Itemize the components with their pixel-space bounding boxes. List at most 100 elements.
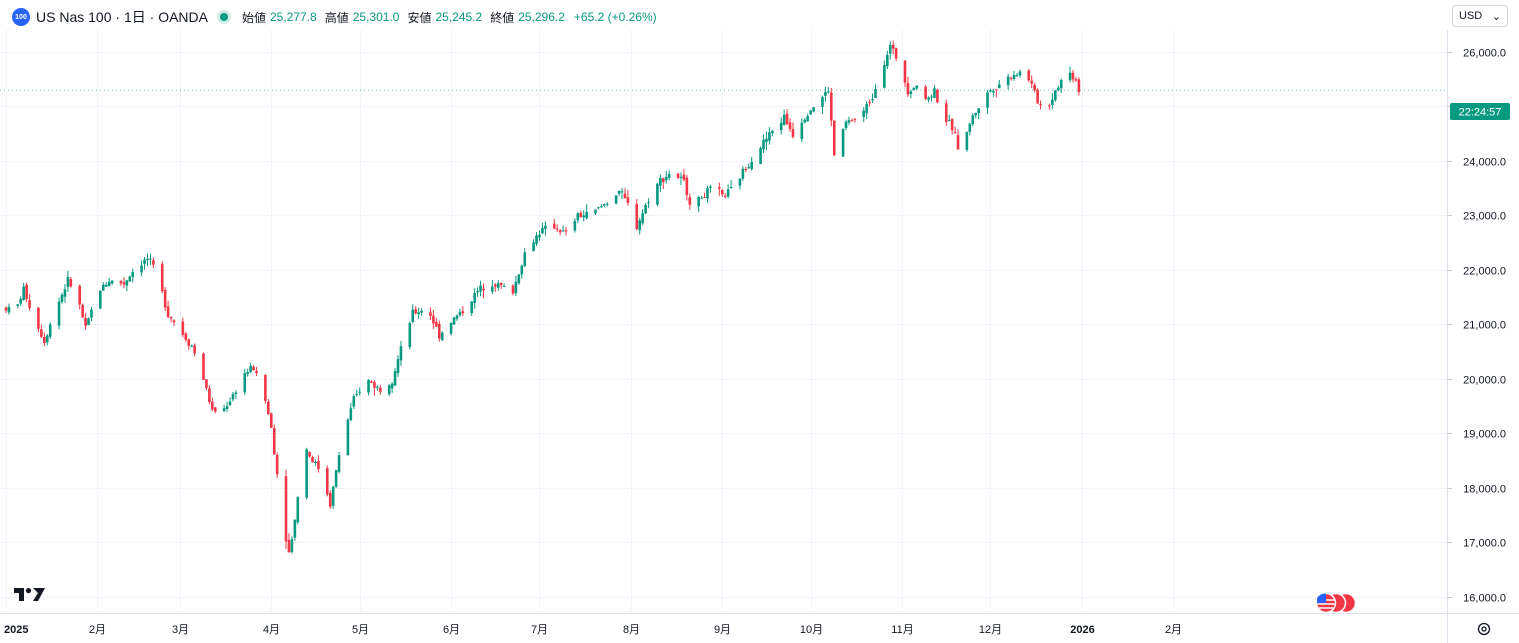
candle-body-up	[420, 310, 423, 313]
countdown-badge[interactable]: 22:24:57	[1450, 103, 1510, 120]
candle-body-up	[1018, 71, 1022, 76]
candle-body-down	[169, 316, 173, 319]
candle-body-up	[1051, 99, 1054, 105]
candle-body-up	[349, 408, 353, 421]
candle-body-up	[417, 312, 420, 315]
candle-body-up	[87, 318, 90, 326]
price-tick-label: 26,000.0	[1463, 48, 1506, 60]
candle-body-up	[768, 132, 771, 141]
candle-body-up	[812, 107, 815, 112]
symbol-title[interactable]: US Nas 100 · 1日 · OANDA	[36, 7, 208, 27]
candle-body-up	[367, 379, 370, 393]
candle-body-down	[184, 333, 188, 340]
candle-body-up	[48, 324, 52, 337]
candle-body-up	[104, 284, 108, 287]
candle-body-down	[995, 89, 998, 91]
candle-body-up	[603, 204, 606, 206]
candle-body-up	[45, 335, 49, 343]
price-tick-label: 22,000.0	[1463, 266, 1506, 278]
candle-body-down	[317, 461, 320, 470]
candle-body-up	[865, 103, 868, 114]
low-label: 安値	[407, 10, 432, 25]
candle-body-down	[432, 315, 435, 324]
candle-body-up	[971, 115, 975, 124]
candle-body-down	[325, 468, 329, 495]
candle-body-down	[435, 321, 438, 327]
candle-body-up	[376, 386, 379, 388]
candle-body-up	[679, 176, 683, 178]
candle-body-down	[1033, 84, 1036, 91]
candle-body-down	[373, 382, 376, 388]
candle-body-up	[476, 291, 479, 293]
candle-body-down	[37, 307, 40, 329]
time-tick-label: 12月	[979, 624, 1002, 636]
candle-body-up	[806, 116, 810, 121]
candle-body-up	[57, 301, 61, 326]
candle-body-up	[909, 91, 913, 94]
candle-body-up	[496, 283, 500, 288]
candle-body-up	[647, 202, 650, 204]
candle-body-up	[594, 209, 597, 214]
candle-body-up	[16, 304, 20, 307]
tradingview-logo-icon[interactable]	[14, 588, 45, 601]
time-tick-label: 10月	[800, 624, 823, 636]
candle-body-up	[541, 227, 544, 234]
candle-body-up	[747, 167, 751, 169]
candle-body-up	[7, 306, 11, 313]
settings-gear-icon[interactable]	[1477, 622, 1491, 636]
time-axis[interactable]: 2025 2月 3月 4月 5月 6月 7月 8月 9月 10月 11月 12月 2026 2月	[4, 624, 1182, 636]
currency-select[interactable]: USD ⌄	[1452, 5, 1508, 27]
candle-body-up	[411, 309, 415, 322]
candle-body-down	[1030, 80, 1034, 84]
candle-body-down	[25, 284, 28, 300]
candle-body-up	[331, 486, 335, 506]
candle-body-up	[470, 301, 474, 314]
candle-body-up	[231, 394, 235, 400]
candle-body-up	[523, 252, 527, 267]
candle-body-up	[22, 286, 25, 301]
candle-body-up	[782, 114, 786, 125]
candle-body-down	[311, 456, 314, 463]
candle-body-down	[211, 401, 214, 410]
candle-body-up	[107, 281, 111, 286]
candle-body-down	[564, 230, 568, 232]
grid-lines	[0, 30, 1447, 613]
candle-body-up	[355, 393, 359, 395]
price-axis[interactable]: 16,000.0 17,000.0 18,000.0 19,000.0 20,000.0…	[1447, 48, 1506, 605]
candle-body-up	[337, 455, 341, 472]
candle-body-up	[60, 294, 64, 302]
candle-body-up	[125, 280, 129, 286]
time-tick-label: 11月	[891, 624, 913, 636]
candle-body-down	[785, 113, 789, 125]
candle-body-up	[19, 298, 23, 304]
time-tick-label: 2026	[1070, 624, 1094, 636]
candle-body-up	[779, 122, 783, 131]
candle-body-up	[66, 276, 70, 287]
us-flag-events-icon[interactable]	[1315, 592, 1357, 614]
candle-body-up	[110, 280, 114, 284]
candle-body-down	[676, 173, 680, 178]
candle-body-up	[440, 332, 444, 340]
candle-body-up	[408, 323, 412, 348]
candle-body-up	[700, 197, 703, 199]
candle-body-up	[927, 97, 930, 100]
exchange-label: OANDA	[158, 9, 208, 25]
time-tick-label: 5月	[352, 624, 369, 636]
candle-body-down	[688, 197, 692, 205]
time-tick-label: 6月	[443, 624, 460, 636]
candle-body-up	[387, 385, 391, 395]
candle-body-up	[346, 419, 350, 456]
candle-body-up	[874, 88, 877, 98]
candles[interactable]	[4, 40, 1081, 554]
candle-body-down	[205, 379, 208, 388]
candle-body-up	[989, 90, 992, 92]
candle-body-down	[379, 387, 382, 392]
nasdaq-logo-icon[interactable]: 100	[12, 8, 30, 26]
market-open-status-icon[interactable]	[219, 13, 228, 21]
symbol-legend: 100 US Nas 100 · 1日 · OANDA 始値 25,277.8 高…	[12, 7, 657, 27]
candle-body-down	[493, 284, 497, 287]
candle-body-up	[644, 204, 647, 214]
candle-body-up	[449, 323, 453, 334]
candle-body-up	[659, 177, 662, 186]
